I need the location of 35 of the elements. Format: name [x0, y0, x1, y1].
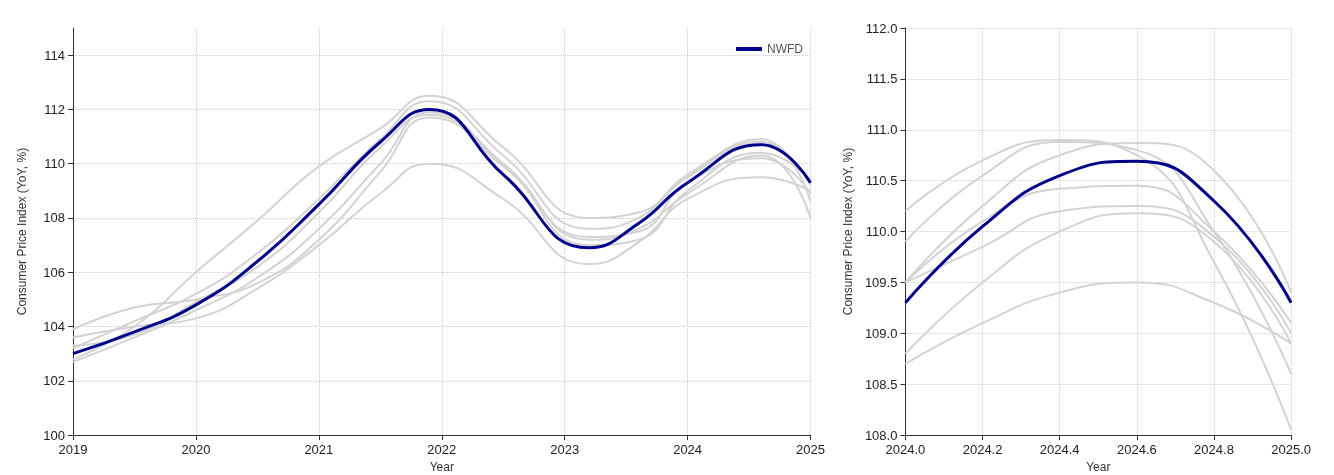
x-axis-title: Year [1086, 460, 1111, 474]
x-tick-label: 2024.4 [1039, 442, 1080, 458]
y-tick-label: 104 [43, 319, 65, 335]
y-tick-label: 108.5 [864, 376, 898, 392]
x-tick-label: 2021 [304, 442, 334, 458]
x-axis-title: Year [429, 460, 454, 474]
y-tick-label: 114 [44, 47, 65, 63]
y-axis-title: Consumer Price Index (YoY, %) [841, 147, 855, 316]
y-tick-label: 110.5 [865, 173, 898, 189]
y-axis-title: Consumer Price Index (YoY, %) [15, 147, 29, 316]
y-tick-label: 112 [44, 101, 65, 117]
x-tick-label: 2022 [427, 442, 457, 458]
x-tick-label: 2024.2 [962, 442, 1003, 458]
y-tick-label: 102 [43, 373, 65, 389]
x-tick-label: 2024.8 [1194, 442, 1234, 458]
y-tick-label: 110.0 [865, 224, 898, 240]
y-tick-label: 110 [44, 156, 65, 172]
y-tick-label: 106 [43, 264, 65, 280]
y-tick-label: 108.0 [864, 427, 898, 443]
x-tick-label: 2020 [181, 442, 211, 458]
x-tick-label: 2025 [796, 442, 825, 458]
x-tick-label: 2024.6 [1116, 442, 1157, 458]
y-tick-label: 108 [43, 210, 65, 226]
x-tick-label: 2024 [673, 442, 703, 458]
y-tick-label: 109.5 [864, 274, 898, 290]
y-tick-label: 109.0 [864, 325, 898, 341]
y-tick-label: 111.0 [866, 122, 898, 138]
x-tick-label: 2019 [58, 442, 88, 458]
x-tick-label: 2025.0 [1271, 442, 1311, 458]
y-tick-label: 111.5 [866, 71, 898, 87]
legend-label: NWFD [767, 42, 804, 56]
y-tick-label: 100 [43, 427, 65, 443]
y-tick-label: 112.0 [865, 20, 898, 36]
x-tick-label: 2024.0 [885, 442, 926, 458]
x-tick-label: 2023 [550, 442, 580, 458]
